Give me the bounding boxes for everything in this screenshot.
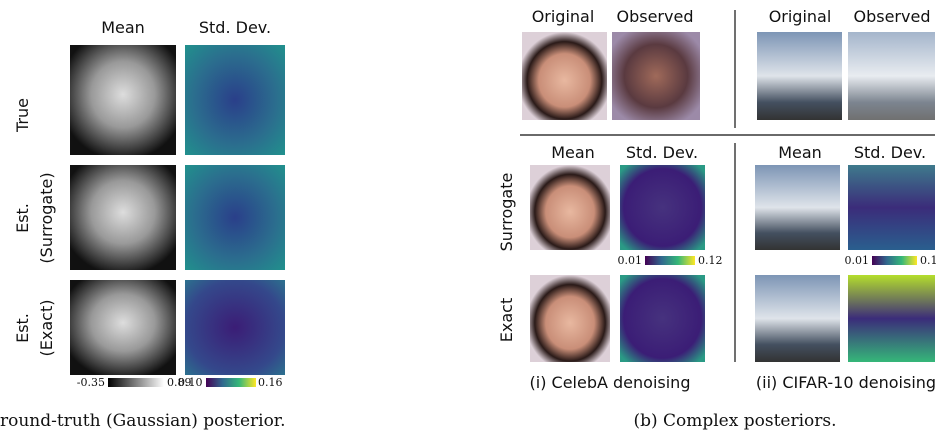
colorbar-label: 0.16: [258, 376, 283, 389]
colorbar-label: 0.01: [845, 254, 870, 267]
column-header: Std. Dev.: [854, 143, 926, 162]
colorbar: [108, 378, 164, 387]
colorbar: [206, 378, 256, 387]
column-header: Observed: [617, 7, 694, 26]
colorbar-label: 0.10: [178, 376, 203, 389]
row-label: Exact: [497, 298, 516, 342]
panel-caption: (ii) CIFAR-10 denoising: [756, 373, 936, 392]
colorbar-label: 0.12: [698, 254, 723, 267]
column-header: Mean: [778, 143, 822, 162]
row-label: (Surrogate): [37, 172, 56, 263]
row-label: True: [13, 98, 32, 133]
column-header: Mean: [101, 18, 145, 37]
column-header: Original: [532, 7, 595, 26]
column-header: Observed: [854, 7, 931, 26]
colorbar-label: 0.89: [167, 376, 192, 389]
column-header: Original: [769, 7, 832, 26]
row-label: (Exact): [37, 300, 56, 357]
caption: round-truth (Gaussian) posterior.: [0, 411, 285, 431]
panel-caption: (i) CelebA denoising: [530, 373, 691, 392]
row-label: Est.: [13, 203, 32, 233]
column-header: Std. Dev.: [626, 143, 698, 162]
colorbar: [872, 256, 917, 265]
caption: (b) Complex posteriors.: [633, 411, 836, 431]
row-label: Surrogate: [497, 173, 516, 252]
colorbar-label: 0.01: [618, 254, 643, 267]
colorbar-label: -0.35: [77, 376, 105, 389]
image-grid: [522, 32, 935, 362]
column-header: Mean: [551, 143, 595, 162]
colorbar-label: 0.1: [920, 254, 938, 267]
column-header: Std. Dev.: [199, 18, 271, 37]
image-grid: [70, 45, 285, 375]
colorbar: [645, 256, 695, 265]
row-label: Est.: [13, 313, 32, 343]
